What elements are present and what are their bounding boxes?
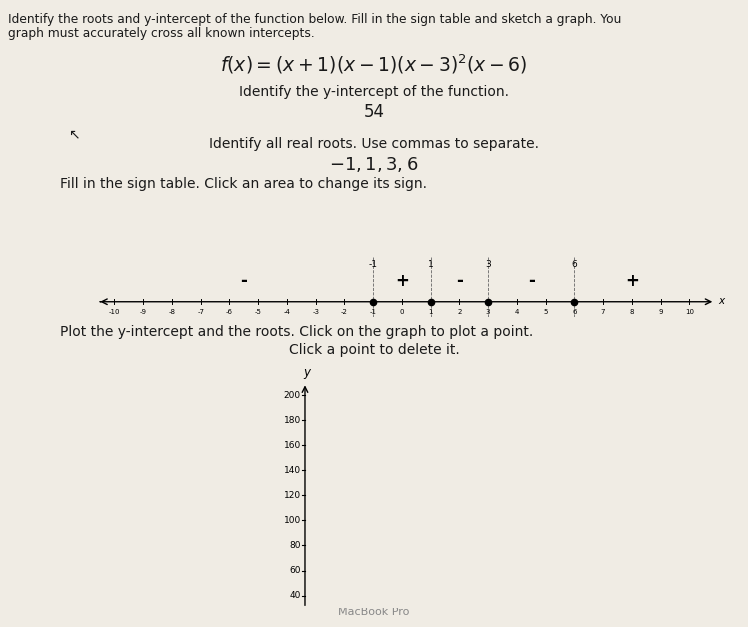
Text: 5: 5 <box>544 308 548 315</box>
Text: 40: 40 <box>289 591 301 600</box>
Text: 1: 1 <box>429 308 433 315</box>
Text: 200: 200 <box>283 391 301 399</box>
Text: 2: 2 <box>457 308 462 315</box>
Text: -1: -1 <box>370 308 377 315</box>
Text: 140: 140 <box>283 466 301 475</box>
Text: +: + <box>625 271 639 290</box>
Text: -: - <box>528 271 535 290</box>
Text: 80: 80 <box>289 541 301 550</box>
Text: 54: 54 <box>364 103 384 121</box>
Text: y: y <box>303 366 310 379</box>
Text: 6: 6 <box>572 308 577 315</box>
Text: -7: -7 <box>197 308 204 315</box>
Text: 1: 1 <box>428 260 434 269</box>
Text: x: x <box>718 295 724 305</box>
Text: -6: -6 <box>226 308 233 315</box>
Text: graph must accurately cross all known intercepts.: graph must accurately cross all known in… <box>8 27 315 40</box>
Text: 180: 180 <box>283 416 301 424</box>
Text: 0: 0 <box>399 308 404 315</box>
Text: Fill in the sign table. Click an area to change its sign.: Fill in the sign table. Click an area to… <box>60 177 427 191</box>
Text: 4: 4 <box>515 308 519 315</box>
Text: $f(x) = (x+1)(x-1)(x-3)^2(x-6)$: $f(x) = (x+1)(x-1)(x-3)^2(x-6)$ <box>220 53 528 76</box>
Text: ↖: ↖ <box>68 127 79 141</box>
Text: 8: 8 <box>630 308 634 315</box>
Text: -5: -5 <box>255 308 262 315</box>
Text: 3: 3 <box>486 308 491 315</box>
Text: -: - <box>240 271 248 290</box>
Text: -8: -8 <box>168 308 176 315</box>
Text: Identify the y-intercept of the function.: Identify the y-intercept of the function… <box>239 85 509 99</box>
Text: -9: -9 <box>140 308 147 315</box>
Text: 10: 10 <box>685 308 694 315</box>
Text: $-1, 1, 3, 6$: $-1, 1, 3, 6$ <box>329 155 419 174</box>
Text: Plot the y-intercept and the roots. Click on the graph to plot a point.: Plot the y-intercept and the roots. Clic… <box>60 325 533 339</box>
Text: 9: 9 <box>658 308 663 315</box>
Text: -2: -2 <box>341 308 348 315</box>
Text: -: - <box>456 271 463 290</box>
Text: 60: 60 <box>289 566 301 575</box>
Text: Click a point to delete it.: Click a point to delete it. <box>289 343 459 357</box>
Text: -1: -1 <box>369 260 378 269</box>
Text: MacBook Pro: MacBook Pro <box>338 607 410 617</box>
Text: 100: 100 <box>283 516 301 525</box>
Text: -10: -10 <box>108 308 120 315</box>
Text: +: + <box>395 271 409 290</box>
Text: 160: 160 <box>283 441 301 450</box>
Text: -3: -3 <box>312 308 319 315</box>
Text: -4: -4 <box>283 308 290 315</box>
Text: Identify all real roots. Use commas to separate.: Identify all real roots. Use commas to s… <box>209 137 539 151</box>
Text: 7: 7 <box>601 308 605 315</box>
Text: Identify the roots and y-intercept of the function below. Fill in the sign table: Identify the roots and y-intercept of th… <box>8 13 622 26</box>
Text: 3: 3 <box>485 260 491 269</box>
Text: 120: 120 <box>283 491 301 500</box>
Text: 6: 6 <box>571 260 577 269</box>
